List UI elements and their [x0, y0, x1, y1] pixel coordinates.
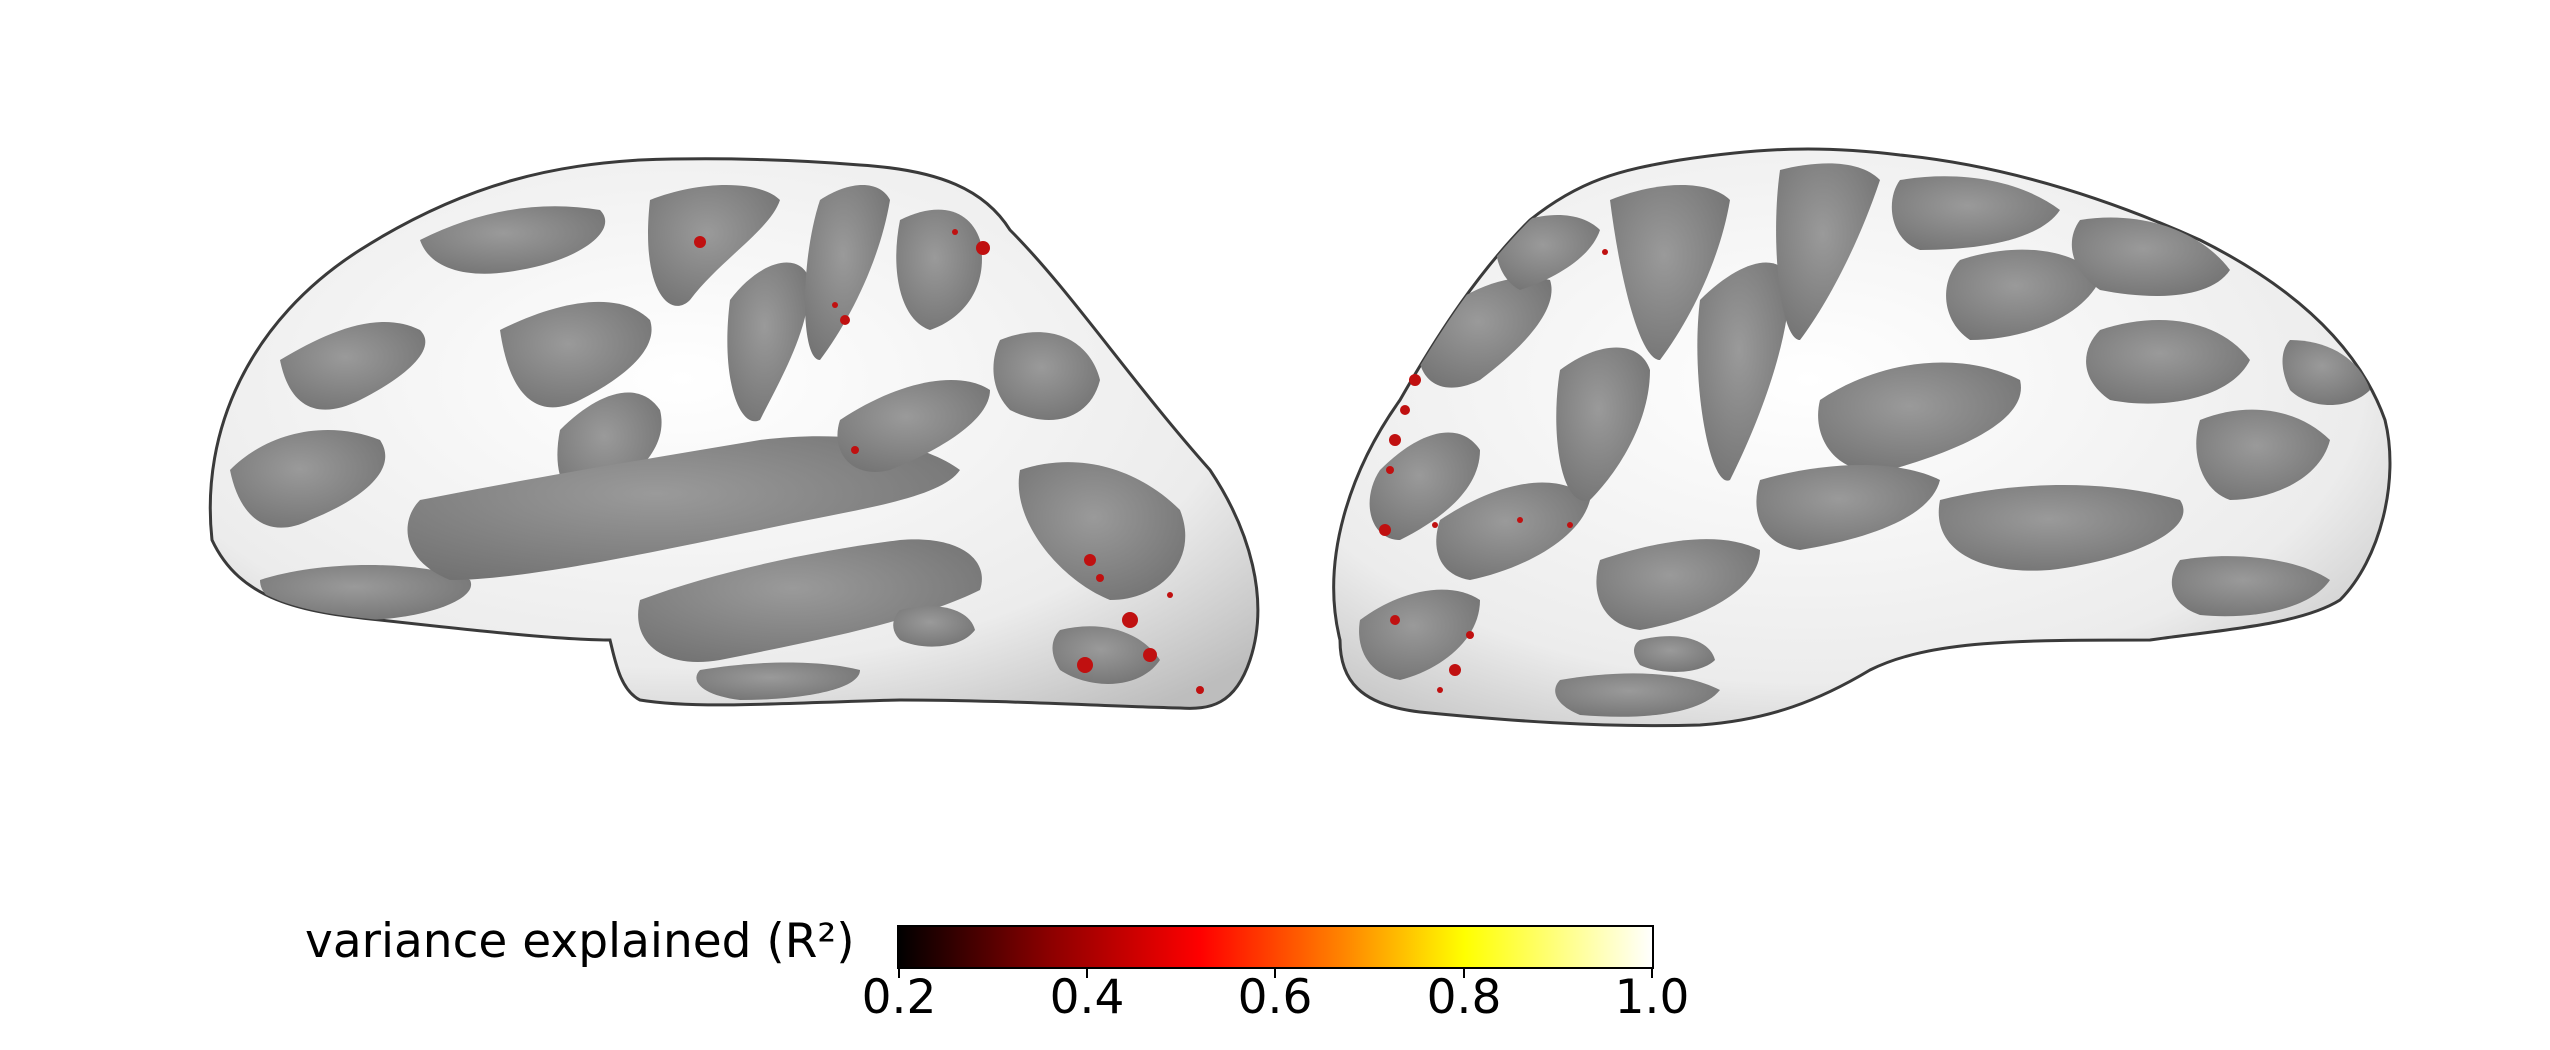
colorbar-tick-label: 0.8: [1426, 970, 1502, 1025]
colorbar-tick-label: 0.2: [861, 970, 937, 1025]
right-hemisphere: [1332, 147, 2392, 728]
colorbar-gradient: [897, 925, 1654, 969]
colorbar-tick-label: 0.6: [1237, 970, 1313, 1025]
colorbar: [897, 925, 1654, 978]
colorbar-label: variance explained (R²): [305, 914, 855, 969]
left-hemisphere: [208, 157, 1260, 710]
colorbar-tick-label: 0.4: [1049, 970, 1125, 1025]
right-activation-spots: [1379, 249, 1608, 693]
colorbar-tick-label: 1.0: [1614, 970, 1690, 1025]
left-activation-spots: [694, 229, 1204, 694]
colorbar-ticks: [898, 968, 1653, 978]
